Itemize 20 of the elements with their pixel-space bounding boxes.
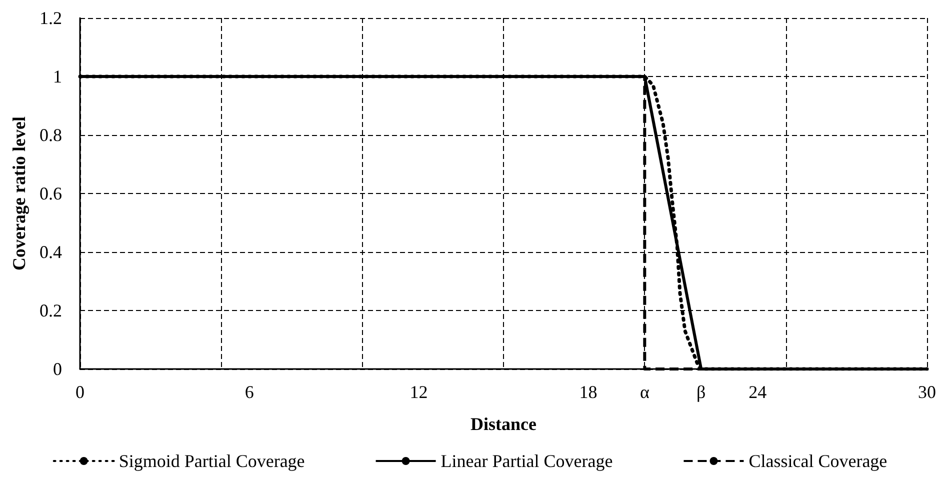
x-tick-label: 12 bbox=[410, 382, 428, 402]
y-tick-label: 0.6 bbox=[40, 184, 62, 204]
x-tick-label: 6 bbox=[244, 382, 254, 402]
x-tick-label: β bbox=[696, 382, 706, 402]
x-tick-label: 18 bbox=[579, 382, 598, 402]
y-tick-label: 0.4 bbox=[40, 242, 62, 262]
y-tick-label: 0.2 bbox=[40, 300, 62, 320]
legend-label: Linear Partial Coverage bbox=[440, 451, 613, 471]
x-tick-label: 0 bbox=[76, 382, 84, 402]
y-axis-title: Coverage ratio level bbox=[9, 116, 29, 270]
legend-label: Classical Coverage bbox=[748, 451, 888, 471]
x-tick-label: 30 bbox=[918, 382, 936, 402]
y-tick-label: 1.2 bbox=[40, 8, 62, 28]
x-tick-label: 24 bbox=[748, 382, 767, 402]
y-tick-label: 1 bbox=[53, 66, 62, 86]
y-tick-label: 0.8 bbox=[40, 125, 62, 145]
legend-label: Sigmoid Partial Coverage bbox=[118, 451, 305, 471]
y-tick-label: 0 bbox=[53, 359, 62, 379]
x-tick-label: α bbox=[640, 382, 650, 402]
x-axis-title: Distance bbox=[470, 414, 536, 434]
